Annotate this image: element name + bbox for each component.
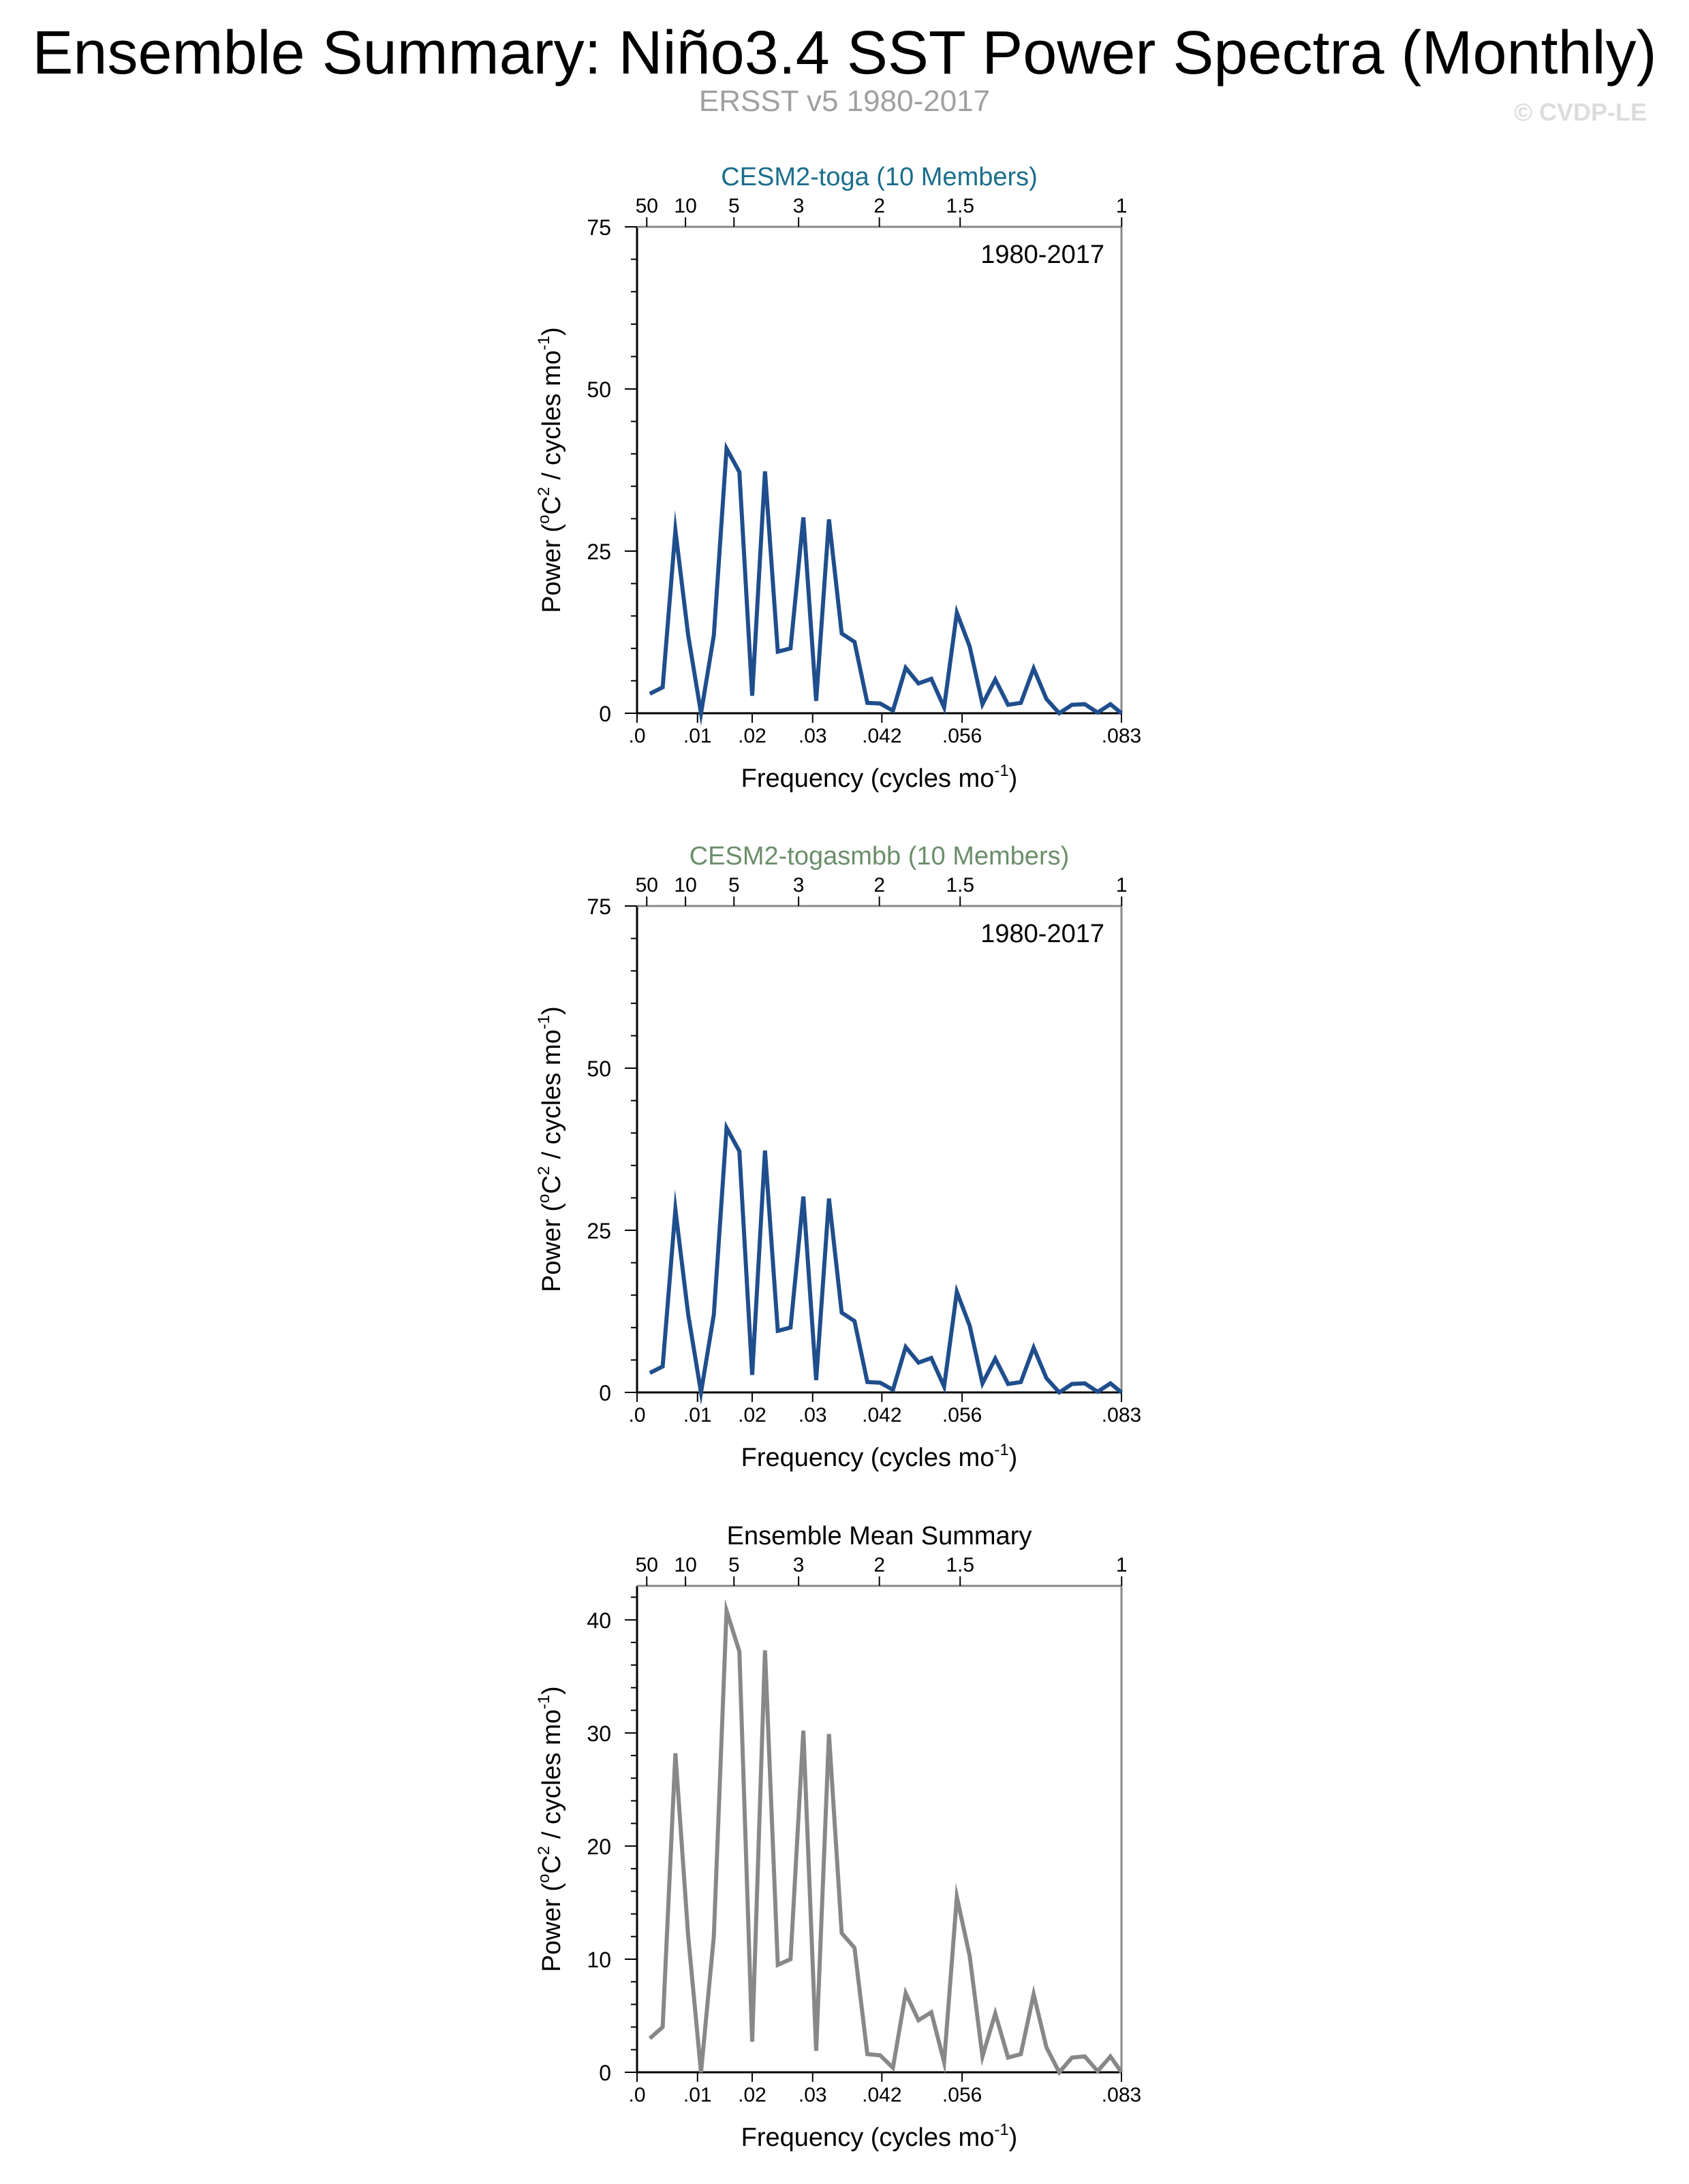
- period-tick-label: 50: [636, 874, 658, 896]
- x-tick-label: .01: [683, 2084, 712, 2106]
- period-tick-label: 50: [636, 1554, 658, 1576]
- y-tick-label: 30: [587, 1721, 611, 1746]
- x-tick-label: .056: [942, 2084, 982, 2106]
- period-tick-label: 3: [793, 874, 805, 896]
- x-tick-label: .02: [738, 725, 766, 747]
- period-tick-label: 1: [1116, 1554, 1128, 1576]
- period-tick-label: 2: [873, 1554, 885, 1576]
- x-tick-label: .01: [683, 725, 712, 747]
- period-tick-label: 10: [674, 1554, 696, 1576]
- y-tick-label: 75: [587, 215, 611, 240]
- x-tick-label: .0: [628, 2084, 645, 2106]
- x-tick-label: .042: [862, 2084, 901, 2106]
- x-tick-label: .083: [1102, 2084, 1141, 2106]
- y-tick-label: 25: [587, 1219, 611, 1243]
- chart-title: CESM2-toga (10 Members): [721, 163, 1038, 191]
- x-tick-label: .056: [942, 1404, 982, 1426]
- period-tick-label: 2: [873, 874, 885, 896]
- period-tick-label: 1.5: [946, 1554, 974, 1576]
- x-tick-label: .042: [862, 725, 901, 747]
- period-tick-label: 3: [793, 195, 805, 217]
- x-tick-label: .02: [738, 1404, 766, 1426]
- y-tick-label: 40: [587, 1608, 611, 1633]
- page-title: Ensemble Summary: Niño3.4 SST Power Spec…: [32, 19, 1657, 87]
- y-tick-label: 50: [587, 377, 611, 402]
- y-tick-label: 0: [599, 1381, 611, 1405]
- y-tick-label: 10: [587, 1948, 611, 1972]
- chart-title: Ensemble Mean Summary: [727, 1522, 1032, 1550]
- series-line: [649, 1121, 1123, 1405]
- y-axis-label: Power (oC2 / cycles mo-1): [535, 327, 566, 613]
- x-tick-label: .03: [799, 2084, 827, 2106]
- period-tick-label: 10: [674, 874, 696, 896]
- y-axis-label: Power (oC2 / cycles mo-1): [535, 1006, 566, 1292]
- period-tick-label: 2: [873, 195, 885, 217]
- period-tick-label: 1: [1116, 874, 1128, 896]
- y-axis-label: Power (oC2 / cycles mo-1): [535, 1686, 566, 1972]
- x-tick-label: .02: [738, 2084, 766, 2106]
- x-tick-label: .0: [628, 1404, 645, 1426]
- chart-panel-3: Ensemble Mean Summary 0 10 20 30 40 .0 .01 .02 .0…: [535, 1522, 1141, 2152]
- period-tick-label: 50: [636, 195, 658, 217]
- x-tick-label: .03: [799, 1404, 827, 1426]
- chart-panel-2: CESM2-togasmbb (10 Members)1980-20170255…: [535, 842, 1141, 1472]
- period-tick-label: 5: [728, 1554, 740, 1576]
- period-tick-label: 5: [728, 195, 740, 217]
- x-tick-label: .056: [942, 725, 982, 747]
- y-tick-label: 0: [599, 2061, 611, 2085]
- period-tick-label: 1.5: [946, 874, 974, 896]
- y-tick-label: 20: [587, 1835, 611, 1859]
- period-tick-label: 1: [1116, 195, 1128, 217]
- x-tick-label: .01: [683, 1404, 712, 1426]
- period-tick-label: 3: [793, 1554, 805, 1576]
- x-tick-label: .083: [1102, 1404, 1141, 1426]
- page-subtitle: ERSST v5 1980-2017: [698, 84, 991, 118]
- copyright-label: © CVDP-LE: [1514, 98, 1647, 126]
- x-tick-label: .03: [799, 725, 827, 747]
- y-tick-label: 50: [587, 1057, 611, 1081]
- y-tick-label: 25: [587, 540, 611, 564]
- chart-title: CESM2-togasmbb (10 Members): [689, 842, 1070, 871]
- x-tick-label: .083: [1102, 725, 1141, 747]
- period-tick-label: 5: [728, 874, 740, 896]
- period-tick-label: 10: [674, 195, 696, 217]
- period-label: 1980-2017: [980, 920, 1104, 948]
- x-axis-label: Frequency (cycles mo-1): [741, 2121, 1018, 2152]
- x-axis-label: Frequency (cycles mo-1): [741, 762, 1018, 793]
- period-label: 1980-2017: [980, 240, 1104, 269]
- series-line: [649, 441, 1123, 726]
- period-tick-label: 1.5: [946, 195, 974, 217]
- x-axis-label: Frequency (cycles mo-1): [741, 1441, 1018, 1472]
- x-tick-label: .0: [628, 725, 645, 747]
- y-tick-label: 75: [587, 894, 611, 919]
- x-tick-label: .042: [862, 1404, 901, 1426]
- chart-panel-1: CESM2-toga (10 Members)1980-20170255075.…: [535, 163, 1141, 793]
- y-tick-label: 0: [599, 702, 611, 726]
- series-line: [648, 1599, 1124, 2076]
